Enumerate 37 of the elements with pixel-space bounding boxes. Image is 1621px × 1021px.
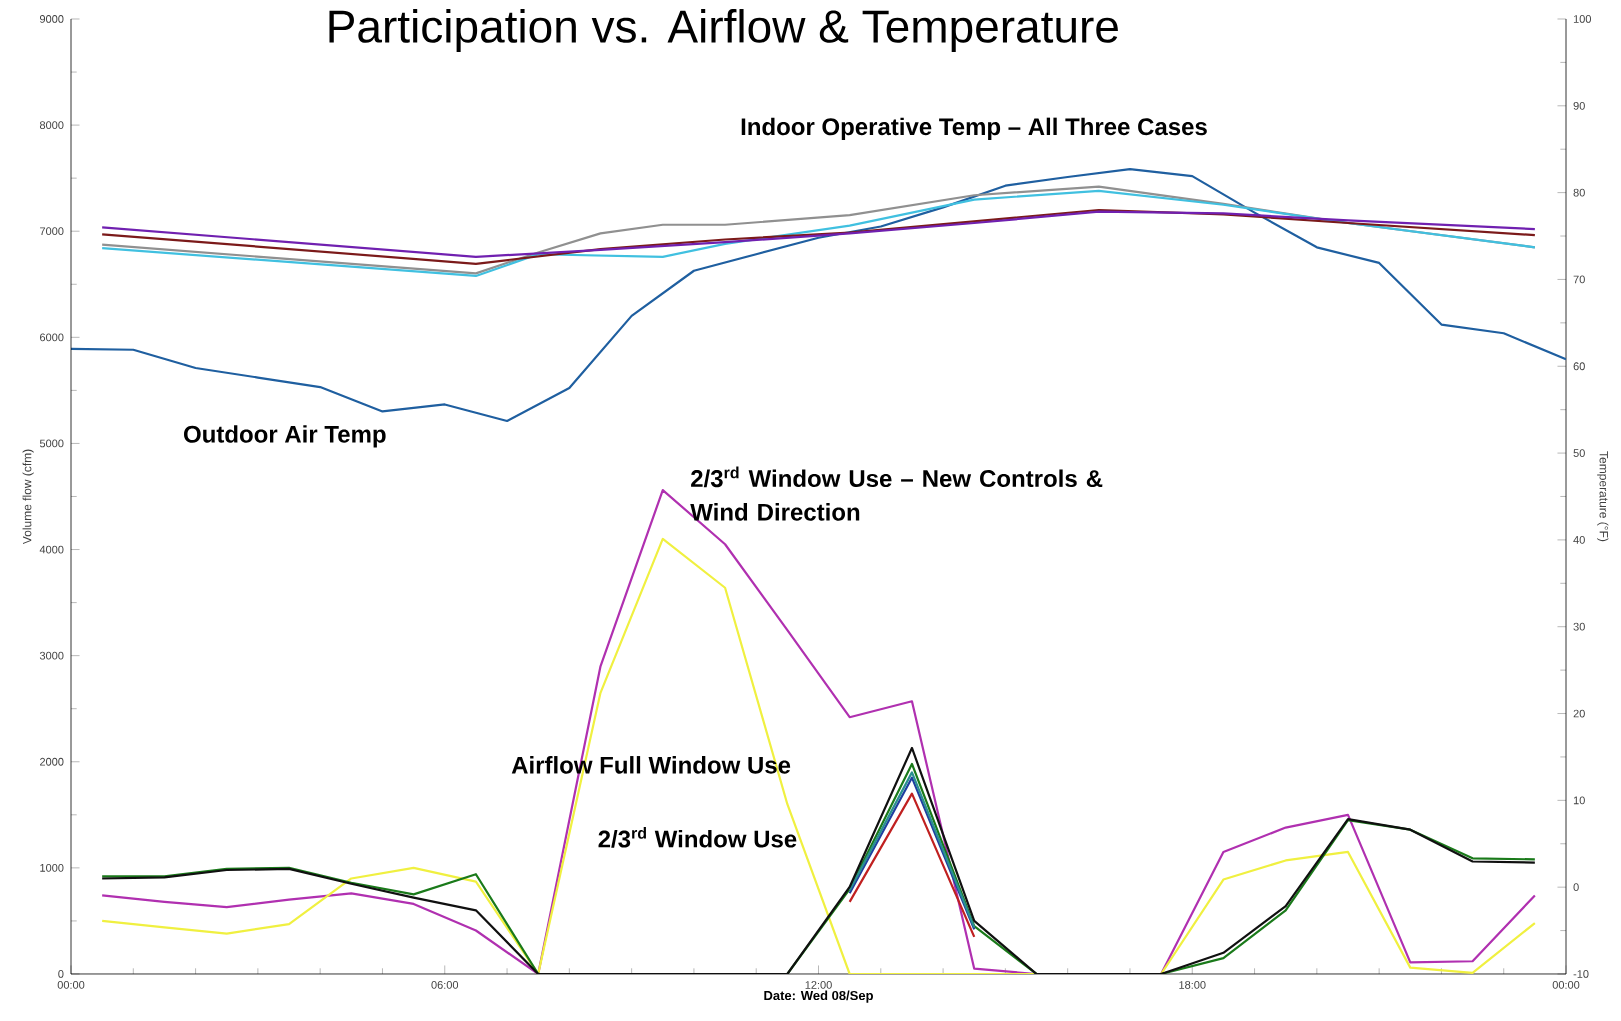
- y-tick-label: 2000: [40, 757, 64, 766]
- y-tick-label: 5000: [39, 439, 64, 448]
- x-tick-label: 06:00: [431, 981, 459, 989]
- y-tick-label: 1000: [40, 863, 64, 872]
- y-tick-label: 0: [58, 970, 64, 978]
- y2-tick-label: 20: [1573, 709, 1585, 718]
- y-tick-label: 4000: [39, 545, 64, 554]
- y2-tick-label: 0: [1573, 883, 1579, 892]
- y2-axis-title: Temperature (°F): [1597, 451, 1609, 542]
- y2-tick-label: 80: [1573, 188, 1585, 197]
- y2-tick-label: 90: [1573, 101, 1585, 110]
- y2-tick-label: 40: [1573, 536, 1585, 544]
- y2-tick-label: 100: [1573, 15, 1591, 23]
- x-tick-label: 18:00: [1179, 981, 1206, 989]
- y-axis-title: Volume flow (cfm): [22, 449, 34, 545]
- y2-tick-label: 70: [1573, 275, 1585, 284]
- y-tick-label: 8000: [39, 121, 64, 129]
- annotation: Indoor Operative Temp – All Three Cases: [741, 117, 1207, 141]
- y-tick-label: 6000: [40, 333, 64, 342]
- y2-tick-label: -10: [1573, 970, 1589, 978]
- chart-title: Participation vs. Airflow & Temperature: [329, 9, 1118, 52]
- y-tick-label: 9000: [39, 15, 64, 23]
- line-series: [101, 210, 1536, 258]
- x-tick-label: 00:00: [57, 981, 85, 989]
- y2-tick-label: 30: [1573, 622, 1585, 631]
- y-tick-label: 3000: [39, 651, 64, 660]
- x-tick-label: 00:00: [1552, 981, 1580, 989]
- y-tick-label: 7000: [40, 227, 64, 236]
- line-series: [71, 168, 1567, 423]
- annotation: 2/3$^{rd}$ Window Use: [598, 827, 797, 848]
- y2-tick-label: 50: [1573, 449, 1585, 457]
- y2-tick-label: 60: [1573, 362, 1585, 371]
- annotation: Outdoor Air Temp: [184, 425, 386, 448]
- annotation: 2/3$^{rd}$ Window Use – New Controls & Wind Direction: [690, 466, 1103, 521]
- y2-tick-label: 10: [1573, 796, 1585, 805]
- x-axis-title: Date: Wed 08/Sep: [764, 990, 873, 1003]
- x-tick-label: 12:00: [805, 981, 832, 989]
